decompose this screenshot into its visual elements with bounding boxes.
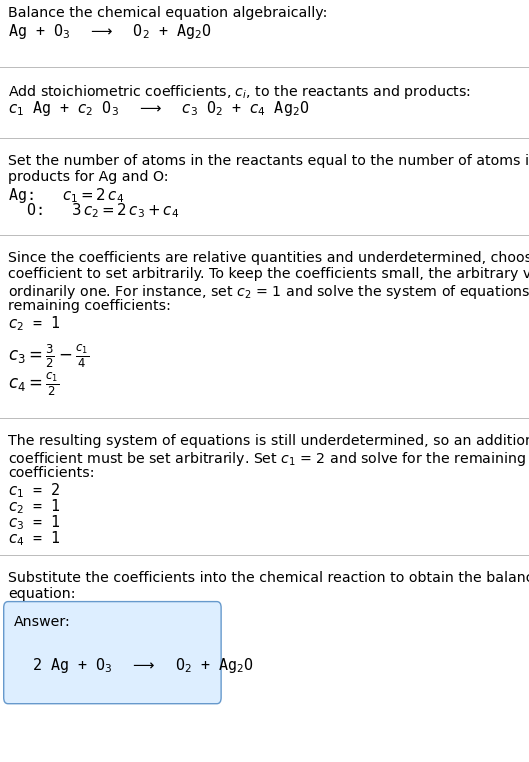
Text: $c_4$ = 1: $c_4$ = 1	[8, 530, 60, 549]
Text: $c_1$ = 2: $c_1$ = 2	[8, 482, 60, 501]
Text: Since the coefficients are relative quantities and underdetermined, choose a: Since the coefficients are relative quan…	[8, 251, 529, 264]
Text: Balance the chemical equation algebraically:: Balance the chemical equation algebraica…	[8, 6, 327, 20]
Text: Substitute the coefficients into the chemical reaction to obtain the balanced: Substitute the coefficients into the che…	[8, 571, 529, 584]
Text: Add stoichiometric coefficients, $c_i$, to the reactants and products:: Add stoichiometric coefficients, $c_i$, …	[8, 83, 471, 101]
FancyBboxPatch shape	[4, 601, 221, 703]
Text: $c_3 = \frac{3}{2} - \frac{c_1}{4}$: $c_3 = \frac{3}{2} - \frac{c_1}{4}$	[8, 343, 89, 370]
Text: ordinarily one. For instance, set $c_2$ = 1 and solve the system of equations fo: ordinarily one. For instance, set $c_2$ …	[8, 283, 529, 301]
Text: $c_4 = \frac{c_1}{2}$: $c_4 = \frac{c_1}{2}$	[8, 370, 59, 398]
Text: O:   $3\,c_2 = 2\,c_3 + c_4$: O: $3\,c_2 = 2\,c_3 + c_4$	[8, 201, 179, 220]
Text: coefficient to set arbitrarily. To keep the coefficients small, the arbitrary va: coefficient to set arbitrarily. To keep …	[8, 267, 529, 280]
Text: equation:: equation:	[8, 587, 76, 600]
Text: $c_1$ Ag + $c_2$ O$_3$  $\longrightarrow$  $c_3$ O$_2$ + $c_4$ Ag$_2$O: $c_1$ Ag + $c_2$ O$_3$ $\longrightarrow$…	[8, 99, 309, 118]
Text: Ag + O$_3$  $\longrightarrow$  O$_2$ + Ag$_2$O: Ag + O$_3$ $\longrightarrow$ O$_2$ + Ag$…	[8, 22, 212, 41]
Text: $c_2$ = 1: $c_2$ = 1	[8, 315, 60, 334]
Text: 2 Ag + O$_3$  $\longrightarrow$  O$_2$ + Ag$_2$O: 2 Ag + O$_3$ $\longrightarrow$ O$_2$ + A…	[32, 655, 253, 674]
Text: Set the number of atoms in the reactants equal to the number of atoms in the: Set the number of atoms in the reactants…	[8, 153, 529, 168]
Text: Answer:: Answer:	[14, 615, 71, 629]
Text: coefficient must be set arbitrarily. Set $c_1$ = 2 and solve for the remaining: coefficient must be set arbitrarily. Set…	[8, 450, 526, 468]
Text: Ag:   $c_1 = 2\,c_4$: Ag: $c_1 = 2\,c_4$	[8, 185, 124, 204]
Text: $c_2$ = 1: $c_2$ = 1	[8, 498, 60, 517]
Text: products for Ag and O:: products for Ag and O:	[8, 169, 168, 184]
Text: $c_3$ = 1: $c_3$ = 1	[8, 514, 60, 533]
Text: The resulting system of equations is still underdetermined, so an additional: The resulting system of equations is sti…	[8, 434, 529, 447]
Text: remaining coefficients:: remaining coefficients:	[8, 299, 171, 312]
Text: coefficients:: coefficients:	[8, 466, 95, 479]
